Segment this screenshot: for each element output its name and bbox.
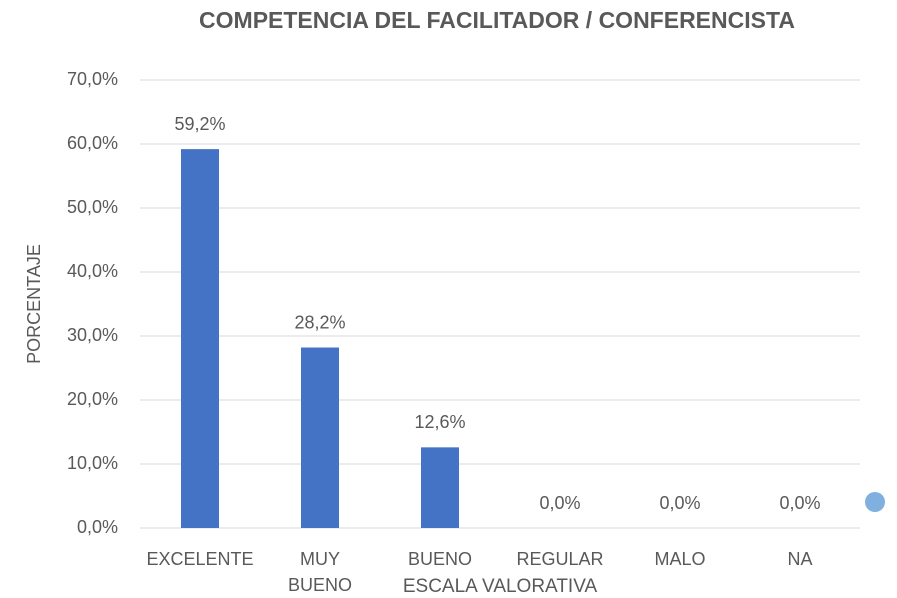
decoration-dot bbox=[865, 492, 885, 512]
y-tick-label: 40,0% bbox=[67, 261, 118, 281]
bar bbox=[181, 149, 219, 528]
bar bbox=[301, 347, 339, 528]
x-tick-label: REGULAR bbox=[516, 549, 604, 569]
x-tick-label: MUY BUENO bbox=[287, 549, 352, 595]
data-label: 0,0% bbox=[659, 493, 700, 513]
x-tick-label: MALO bbox=[654, 549, 706, 569]
y-tick-label: 20,0% bbox=[67, 389, 118, 409]
bar bbox=[421, 447, 459, 528]
y-tick-label: 0,0% bbox=[77, 517, 118, 537]
y-tick-label: 60,0% bbox=[67, 133, 118, 153]
y-tick-label: 30,0% bbox=[67, 325, 118, 345]
chart-title: COMPETENCIA DEL FACILITADOR / CONFERENCI… bbox=[199, 7, 795, 33]
x-axis-title: ESCALA VALORATIVA bbox=[403, 576, 598, 597]
data-label: 28,2% bbox=[294, 312, 345, 332]
data-label: 0,0% bbox=[779, 493, 820, 513]
y-tick-label: 10,0% bbox=[67, 453, 118, 473]
y-tick-label: 70,0% bbox=[67, 69, 118, 89]
x-tick-label: EXCELENTE bbox=[146, 549, 254, 569]
y-axis-title: PORCENTAJE bbox=[24, 244, 44, 364]
x-tick-label: BUENO bbox=[407, 549, 472, 569]
data-label: 59,2% bbox=[174, 114, 225, 134]
y-tick-label: 50,0% bbox=[67, 197, 118, 217]
data-label: 12,6% bbox=[414, 412, 465, 432]
x-tick-label: NA bbox=[787, 549, 813, 569]
data-label: 0,0% bbox=[539, 493, 580, 513]
